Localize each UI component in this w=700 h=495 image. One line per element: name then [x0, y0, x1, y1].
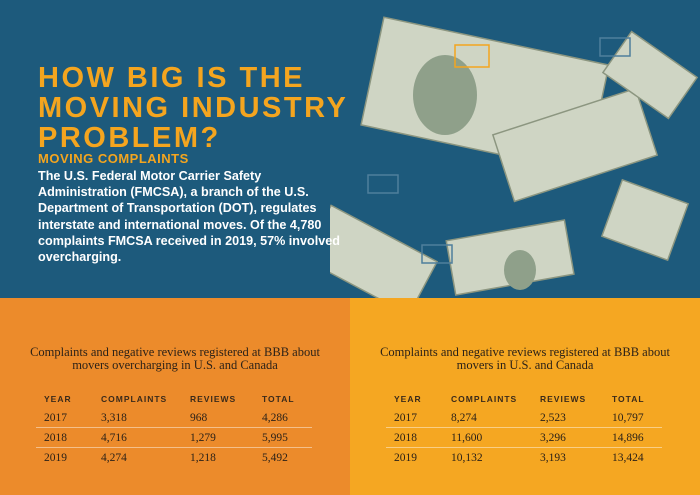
column-header: TOTAL: [262, 394, 295, 404]
row-divider: [386, 447, 662, 448]
table-cell: 1,218: [190, 452, 216, 464]
table-cell: 968: [190, 412, 208, 424]
row-divider: [36, 427, 312, 428]
table-cell: 10,132: [451, 452, 483, 464]
column-header: TOTAL: [612, 394, 645, 404]
table-cell: 4,716: [101, 432, 127, 444]
column-header: COMPLAINTS: [451, 394, 518, 404]
table-cell: 10,797: [612, 412, 644, 424]
banknote: [491, 87, 659, 203]
table-cell: 13,424: [612, 452, 644, 464]
banknote: [330, 204, 439, 300]
table-cell: 3,318: [101, 412, 127, 424]
table-cell: 2,523: [540, 412, 566, 424]
portrait: [504, 250, 536, 290]
table-cell: 3,296: [540, 432, 566, 444]
table-panel: Complaints and negative reviews register…: [0, 298, 350, 495]
table-cell: 5,995: [262, 432, 288, 444]
table-cell: 2019: [394, 452, 417, 464]
table-caption: Complaints and negative reviews register…: [30, 345, 320, 372]
table-cell: 4,286: [262, 412, 288, 424]
column-header: REVIEWS: [190, 394, 237, 404]
column-header: YEAR: [44, 394, 72, 404]
subtitle: MOVING COMPLAINTS: [38, 151, 189, 166]
table-cell: 3,193: [540, 452, 566, 464]
title-line: MOVING INDUSTRY: [38, 92, 349, 124]
banknote: [600, 178, 690, 262]
table-caption: Complaints and negative reviews register…: [380, 345, 670, 372]
money-icon: [421, 244, 453, 264]
table-cell: 8,274: [451, 412, 477, 424]
table-cell: 5,492: [262, 452, 288, 464]
table-cell: 2018: [44, 432, 67, 444]
table-cell: 2019: [44, 452, 67, 464]
column-header: REVIEWS: [540, 394, 587, 404]
money-icon: [367, 174, 399, 194]
table-cell: 2018: [394, 432, 417, 444]
portrait: [413, 55, 477, 135]
money-icon: [599, 37, 631, 57]
row-divider: [36, 447, 312, 448]
table-cell: 14,896: [612, 432, 644, 444]
table-panel: Complaints and negative reviews register…: [350, 298, 700, 495]
body-text: The U.S. Federal Motor Carrier Safety Ad…: [38, 169, 340, 265]
title-line: PROBLEM?: [38, 122, 221, 154]
column-header: YEAR: [394, 394, 422, 404]
table-cell: 4,274: [101, 452, 127, 464]
table-cell: 11,600: [451, 432, 483, 444]
title-line: HOW BIG IS THE: [38, 62, 305, 94]
money-illustration: [330, 16, 699, 300]
row-divider: [386, 427, 662, 428]
table-cell: 2017: [44, 412, 67, 424]
money-icon: [454, 44, 490, 68]
table-cell: 1,279: [190, 432, 216, 444]
table-cell: 2017: [394, 412, 417, 424]
banknote: [601, 30, 699, 120]
column-header: COMPLAINTS: [101, 394, 168, 404]
